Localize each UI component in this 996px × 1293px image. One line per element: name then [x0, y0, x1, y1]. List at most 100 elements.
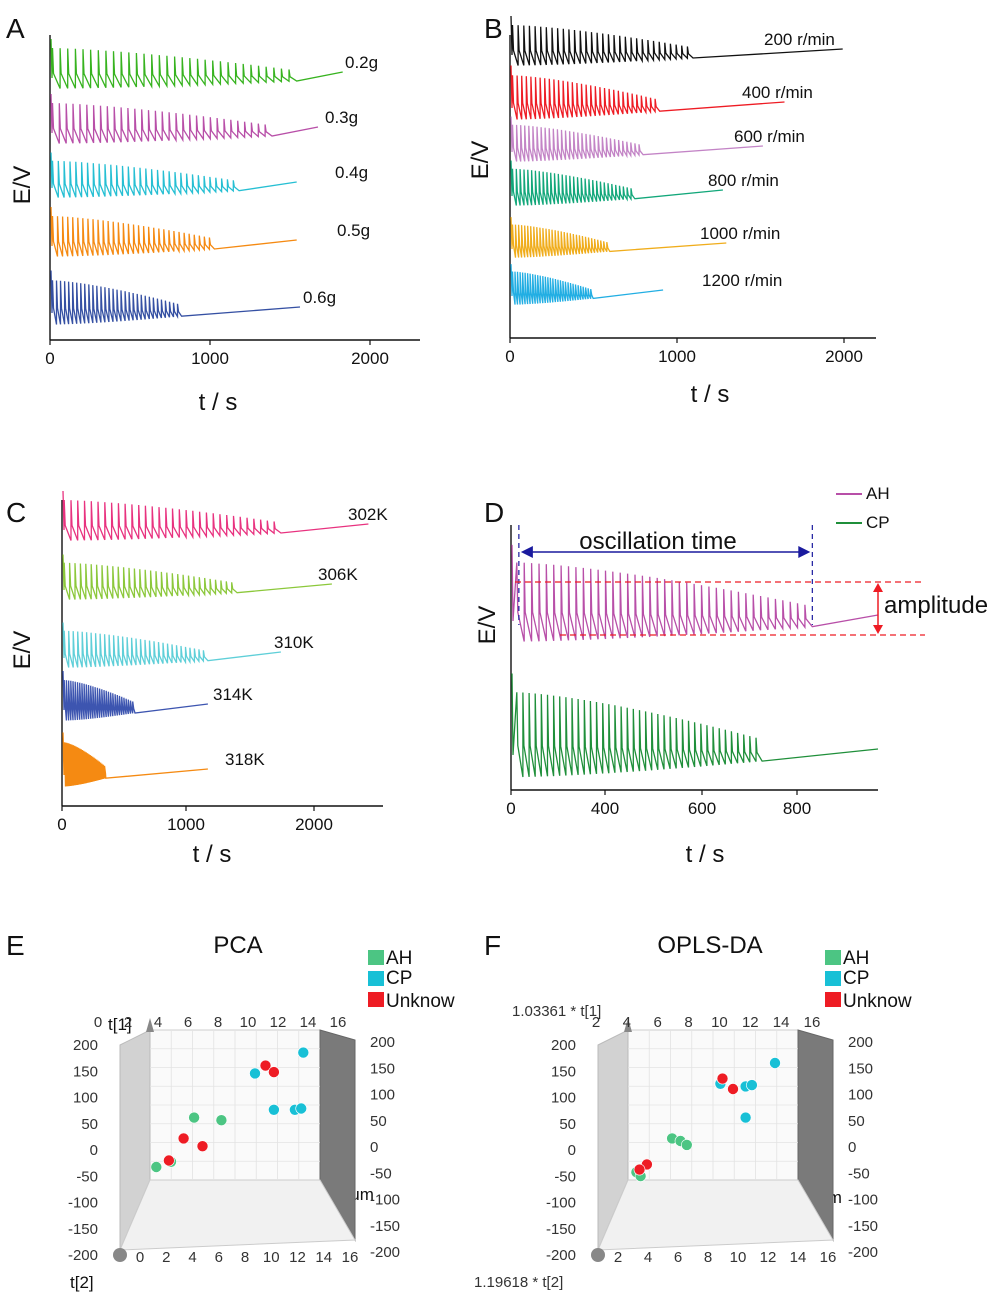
- amp-arrow-down: [873, 625, 883, 634]
- panel-f-bottom-tick: 12: [760, 1249, 777, 1266]
- panel-b-ylabel: E/V: [467, 141, 494, 180]
- panel-c-xlabel: t / s: [193, 841, 232, 868]
- panel-f-top-tick: 8: [684, 1014, 692, 1031]
- panel-b-xlabel: t / s: [691, 381, 730, 408]
- panel-e-right-tick: 100: [370, 1087, 395, 1104]
- panel-c-series-306k: [62, 554, 332, 600]
- panel-a-series-0-6g: [50, 270, 301, 325]
- panel-e-bottom-tick: 2: [162, 1249, 170, 1266]
- pca-axis-x-label: t[1]: [108, 1015, 132, 1034]
- d-legend-ah: AH: [866, 484, 890, 503]
- panel-c-series-label: 314K: [213, 685, 253, 704]
- e-legend-ah: AH: [386, 948, 412, 969]
- panel-e-bottom-tick: 6: [215, 1249, 223, 1266]
- panel-a-x-tick-label: 1000: [191, 349, 229, 368]
- panel-c-series-302k: [62, 490, 369, 541]
- panel-a-series-label: 0.6g: [303, 288, 336, 307]
- panel-f-top-tick: 16: [804, 1014, 821, 1031]
- f-legend-unknow: Unknow: [843, 991, 912, 1012]
- panel-a-series-0-2g: [50, 38, 343, 90]
- panel-d-x-tick-label: 400: [591, 799, 619, 818]
- panel-e-right-tick: -50: [370, 1165, 392, 1182]
- panel-f-left-tick: 0: [568, 1142, 576, 1159]
- panel-d-x-tick-label: 0: [506, 799, 515, 818]
- panel-e-right-tick: 50: [370, 1113, 387, 1130]
- panel-e-bottom-tick: 4: [188, 1249, 196, 1266]
- panel-f-label: F: [484, 930, 501, 961]
- panel-f-right-tick: 150: [848, 1060, 873, 1077]
- panel-a-series-label: 0.4g: [335, 163, 368, 182]
- panel-e-top-tick: 12: [270, 1014, 287, 1031]
- panel-e-point-unknow: [163, 1154, 175, 1167]
- panel-a-ylabel: E/V: [9, 166, 36, 205]
- panel-f-left-tick: 150: [551, 1063, 576, 1080]
- panel-a-series-label: 0.2g: [345, 53, 378, 72]
- panel-e-left-tick: 100: [73, 1090, 98, 1107]
- panel-e-left-tick: -200: [68, 1247, 98, 1264]
- panel-b-series-600-r-min: [510, 116, 763, 162]
- panel-f-right-tick: -50: [848, 1165, 870, 1182]
- panel-e-left-tick: 150: [73, 1063, 98, 1080]
- panel-b-x-tick-label: 1000: [658, 347, 696, 366]
- panel-e-top-tick: 4: [154, 1014, 162, 1031]
- panel-b-x-tick-label: 0: [505, 347, 514, 366]
- panel-d-label: D: [484, 497, 504, 528]
- panel-b-series-200-r-min: [510, 15, 843, 66]
- panel-e-legend-swatch: [368, 971, 384, 986]
- panel-a-series-label: 0.3g: [325, 108, 358, 127]
- panel-e-point-cp: [295, 1102, 308, 1115]
- panel-b-label: B: [484, 13, 503, 44]
- panel-f-point-ah: [680, 1139, 693, 1151]
- panel-e-3d-box: [113, 1018, 356, 1262]
- panel-c-series-310k: [62, 622, 281, 668]
- panel-f-point-unknow: [727, 1083, 739, 1095]
- amp-arrow-up: [873, 583, 883, 592]
- panel-f-right-tick: -200: [848, 1244, 878, 1261]
- panel-e-point-ah: [150, 1161, 163, 1173]
- opls-axis-x-label: 1.03361 * t[1]: [512, 1003, 601, 1020]
- panel-f-bottom-tick: 4: [644, 1249, 652, 1266]
- panel-f-bottom-tick: 16: [820, 1249, 837, 1266]
- panel-a-xlabel: t / s: [199, 389, 238, 416]
- panel-c-series-label: 318K: [225, 750, 265, 769]
- panel-a-series-label: 0.5g: [337, 221, 370, 240]
- panel-e-point-unknow: [196, 1140, 209, 1152]
- panel-b-series-label: 800 r/min: [708, 171, 779, 190]
- panel-e-left-tick: -150: [68, 1221, 98, 1238]
- panel-e-point-cp: [249, 1067, 261, 1080]
- panel-e-right-tick: 200: [370, 1034, 395, 1051]
- panel-f-right-tick: 0: [848, 1139, 856, 1156]
- panel-b-x-tick-label: 2000: [825, 347, 863, 366]
- panel-f-top-tick: 4: [623, 1014, 631, 1031]
- panel-e-point-unknow: [259, 1059, 272, 1072]
- panel-c-x-tick-label: 1000: [167, 815, 205, 834]
- panel-e-left-tick: -100: [68, 1195, 98, 1212]
- panel-e-point-unknow: [268, 1066, 280, 1078]
- panel-f-top-tick: 2: [592, 1014, 600, 1031]
- panel-e-left-tick: 50: [81, 1116, 98, 1133]
- panel-e-bottom-tick: 8: [241, 1249, 249, 1266]
- panel-e-label: E: [6, 930, 25, 961]
- panel-e-right-tick: -200: [370, 1244, 400, 1261]
- panel-b-series-label: 1000 r/min: [700, 224, 780, 243]
- panel-e-floor: [119, 1179, 356, 1251]
- panel-a-x-tick-label: 0: [45, 349, 54, 368]
- panel-f-bottom-tick: 2: [614, 1249, 622, 1266]
- panel-e-right-tick: 150: [370, 1060, 395, 1077]
- panel-a-series-0-4g: [50, 152, 297, 198]
- panel-e-top-tick: 8: [214, 1014, 222, 1031]
- panel-f-right-tick: 100: [848, 1087, 873, 1104]
- e-legend-cp: CP: [386, 968, 412, 989]
- panel-f-left-tick: -100: [546, 1195, 576, 1212]
- osc-arrow-right: [798, 546, 811, 558]
- opls-axis-y-label: 1.19618 * t[2]: [474, 1274, 563, 1291]
- panel-f-left-tick: -50: [554, 1168, 576, 1185]
- osc-arrow-left: [520, 546, 533, 558]
- panel-f-point-cp: [746, 1079, 758, 1091]
- panel-b-series-1000-r-min: [510, 217, 727, 258]
- panel-a-x-tick-label: 2000: [351, 349, 389, 368]
- amplitude-label: amplitude: [884, 592, 988, 619]
- panel-f-right-tick: 50: [848, 1113, 865, 1130]
- panel-f-axis-knob: [591, 1248, 605, 1262]
- f-legend-cp: CP: [843, 968, 869, 989]
